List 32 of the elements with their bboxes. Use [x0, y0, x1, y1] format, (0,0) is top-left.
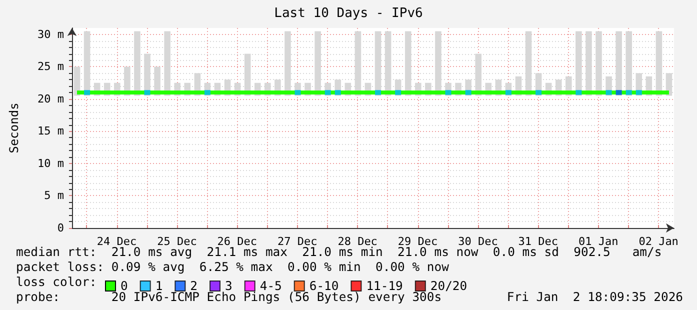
legend-label: 2	[190, 279, 198, 293]
legend-label: 6-10	[309, 279, 339, 293]
legend-label: 4-5	[260, 279, 282, 293]
x-tick-label: 25 Dec	[157, 235, 197, 248]
y-tick-label: 5 m	[44, 189, 64, 202]
chart-title: Last 10 Days - IPv6	[274, 6, 423, 21]
legend-label: 3	[225, 279, 232, 293]
x-tick-label: 28 Dec	[338, 235, 378, 248]
text: probe: 20 IPv6-ICMP Echo Pings (56 Bytes) every 300s	[16, 290, 442, 304]
x-tick-label: 26 Dec	[217, 235, 258, 248]
x-tick-label: 27 Dec	[278, 235, 318, 248]
y-tick-label: 15 m	[38, 124, 64, 138]
y-tick-label: 0	[57, 222, 64, 234]
y-tick-label: 10 m	[38, 156, 64, 170]
x-tick-label: 30 Dec	[458, 235, 498, 248]
legend-label: 0	[120, 279, 128, 293]
x-tick-label: 24 Dec	[96, 235, 137, 248]
legend-label: 20/20	[430, 279, 468, 293]
y-tick-label: 20 m	[38, 92, 64, 106]
x-tick-label: 29 Dec	[398, 235, 438, 248]
text: Fri Jan 2 18:09:35 2026	[506, 290, 683, 304]
y-tick-label: 30 m	[38, 28, 64, 41]
x-tick-label: 01 Jan	[578, 235, 618, 248]
text: loss color:	[16, 275, 97, 289]
text: median rtt: 21.0 ms avg 21.1 ms max 21.0 ms min 21.0 ms now 0.0 ms sd 902.5 am/s	[16, 245, 662, 259]
x-tick-label: 31 Dec	[518, 235, 558, 248]
y-axis-title: Seconds	[7, 102, 21, 154]
legend-label: 1	[155, 279, 163, 293]
text: packet loss: 0.09 % avg 6.25 % max 0.00 % min 0.00 % now	[16, 260, 449, 274]
legend-label: 11-19	[366, 279, 403, 293]
x-tick-label: 02 Jan	[638, 235, 678, 248]
y-tick-label: 25 m	[38, 60, 64, 74]
